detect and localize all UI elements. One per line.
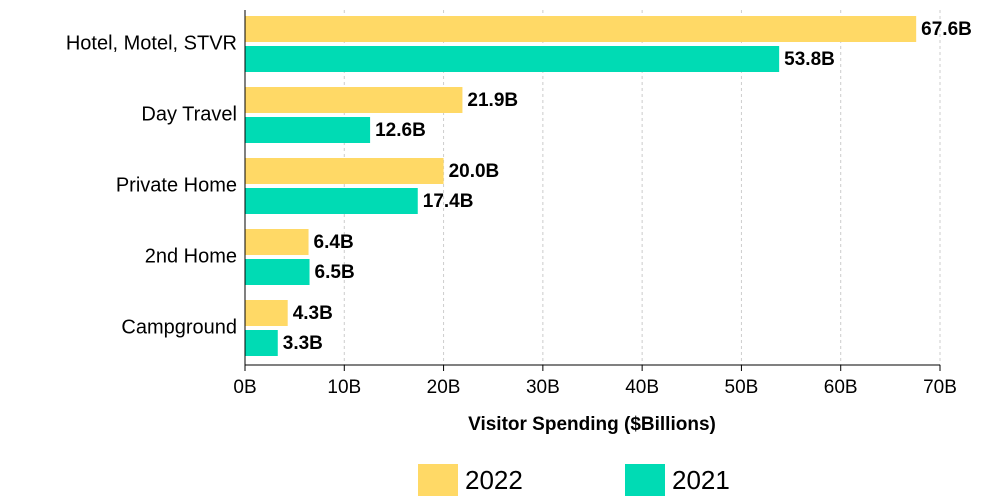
- category-label: Campground: [121, 316, 237, 338]
- bar: [245, 117, 371, 143]
- bar: [245, 87, 463, 113]
- bar: [245, 16, 917, 42]
- x-tick-label: 0B: [233, 377, 256, 398]
- value-label: 6.4B: [314, 232, 354, 253]
- value-label: 3.3B: [283, 333, 323, 354]
- value-label: 20.0B: [449, 161, 500, 182]
- value-label: 6.5B: [315, 262, 355, 283]
- legend-swatch: [418, 464, 458, 496]
- x-axis-title: Visitor Spending ($Billions): [468, 414, 716, 435]
- bar: [245, 188, 418, 214]
- value-label: 21.9B: [467, 90, 518, 111]
- value-label: 17.4B: [423, 191, 474, 212]
- legend-swatch: [625, 464, 665, 496]
- x-tick-label: 30B: [526, 377, 560, 398]
- x-tick-label: 10B: [327, 377, 361, 398]
- x-tick-label: 60B: [824, 377, 858, 398]
- bar: [245, 330, 278, 356]
- category-label: 2nd Home: [145, 245, 237, 267]
- value-label: 67.6B: [921, 19, 972, 40]
- bar: [245, 300, 288, 326]
- legend-label: 2021: [672, 465, 730, 495]
- bar: [245, 158, 444, 184]
- x-tick-label: 40B: [625, 377, 659, 398]
- x-tick-label: 70B: [923, 377, 957, 398]
- value-label: 12.6B: [375, 120, 426, 141]
- bar: [245, 229, 309, 255]
- x-tick-label: 50B: [725, 377, 759, 398]
- value-label: 4.3B: [293, 303, 333, 324]
- x-tick-label: 20B: [427, 377, 461, 398]
- bar: [245, 259, 310, 285]
- value-label: 53.8B: [784, 49, 835, 70]
- category-label: Hotel, Motel, STVR: [66, 32, 237, 54]
- category-label: Private Home: [116, 174, 237, 196]
- category-label: Day Travel: [141, 103, 237, 125]
- bar: [245, 46, 780, 72]
- legend-label: 2022: [465, 465, 523, 495]
